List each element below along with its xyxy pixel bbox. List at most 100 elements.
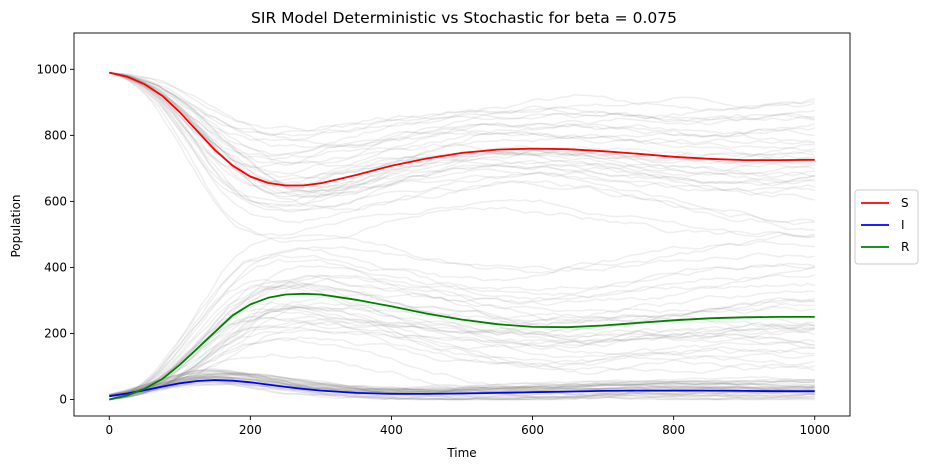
stochastic-run-s: [109, 71, 815, 158]
stochastic-run-i: [109, 383, 815, 401]
x-axis-label: Time: [446, 446, 476, 460]
stochastic-run-i: [109, 379, 815, 401]
stochastic-run-i: [109, 372, 815, 397]
stochastic-run-s: [109, 71, 815, 231]
x-tick-label: 200: [239, 423, 262, 437]
stochastic-run-i: [109, 373, 815, 399]
stochastic-run-i: [109, 375, 815, 397]
stochastic-run-r: [109, 302, 815, 401]
axes-frame: [73, 32, 851, 417]
series-line-i: [109, 379, 815, 398]
stochastic-run-i: [109, 375, 815, 401]
stochastic-run-r: [109, 232, 815, 401]
stochastic-run-i: [109, 372, 815, 397]
stochastic-run-s: [109, 71, 815, 194]
stochastic-run-s: [109, 71, 815, 137]
stochastic-run-i: [109, 380, 815, 400]
stochastic-run-s: [109, 71, 815, 196]
stochastic-run-s: [109, 71, 815, 152]
y-tick-label: 200: [44, 326, 67, 340]
stochastic-run-s: [109, 71, 815, 167]
legend-label-i: I: [901, 218, 905, 232]
stochastic-run-s: [109, 71, 815, 137]
stochastic-run-s: [109, 71, 815, 226]
x-tick-label: 400: [380, 423, 403, 437]
stochastic-run-s: [109, 71, 815, 175]
stochastic-run-r: [109, 328, 815, 401]
stochastic-run-r: [109, 282, 815, 401]
stochastic-run-r: [109, 233, 815, 401]
stochastic-run-s: [109, 71, 815, 142]
stochastic-run-r: [109, 306, 815, 401]
stochastic-run-i: [109, 379, 815, 398]
stochastic-run-r: [109, 284, 815, 401]
x-tick-label: 800: [662, 423, 685, 437]
stochastic-run-r: [109, 240, 815, 401]
stochastic-run-r: [109, 320, 815, 401]
stochastic-run-r: [109, 306, 815, 401]
stochastic-run-r: [109, 353, 815, 401]
stochastic-run-i: [109, 373, 815, 397]
stochastic-run-i: [109, 375, 815, 397]
stochastic-run-r: [109, 281, 815, 401]
stochastic-run-r: [109, 247, 815, 401]
stochastic-run-r: [109, 308, 815, 401]
stochastic-run-s: [109, 71, 815, 207]
stochastic-run-r: [109, 320, 815, 401]
stochastic-run-s: [109, 71, 815, 203]
stochastic-run-s: [109, 71, 815, 238]
stochastic-run-i: [109, 378, 815, 397]
stochastic-run-i: [109, 377, 815, 398]
series-line-r: [109, 292, 815, 401]
stochastic-run-s: [109, 71, 815, 132]
stochastic-run-s: [109, 71, 815, 184]
stochastic-run-s: [109, 71, 815, 189]
stochastic-run-i: [109, 382, 815, 401]
stochastic-run-i: [109, 374, 815, 397]
x-tick-label: 600: [521, 423, 544, 437]
y-tick-label: 400: [44, 260, 67, 274]
stochastic-run-i: [109, 380, 815, 401]
stochastic-run-i: [109, 376, 815, 397]
stochastic-run-s: [109, 71, 815, 156]
stochastic-run-i: [109, 382, 815, 401]
stochastic-run-s: [109, 71, 815, 149]
stochastic-run-i: [109, 368, 815, 396]
legend-box: [854, 189, 919, 265]
stochastic-run-i: [109, 371, 815, 397]
stochastic-run-r: [109, 297, 815, 401]
stochastic-run-s: [109, 71, 815, 187]
stochastic-run-s: [109, 71, 815, 178]
stochastic-run-i: [109, 376, 815, 398]
y-tick-label: 800: [44, 128, 67, 142]
stochastic-run-r: [109, 278, 815, 401]
stochastic-run-i: [109, 381, 815, 401]
stochastic-run-r: [109, 274, 815, 401]
stochastic-run-i: [109, 369, 815, 396]
stochastic-run-s: [109, 71, 815, 243]
stochastic-run-s: [109, 71, 815, 192]
stochastic-run-r: [109, 284, 815, 401]
stochastic-run-s: [109, 71, 815, 188]
stochastic-run-i: [109, 370, 815, 396]
stochastic-run-i: [109, 377, 815, 397]
y-axis-label: Population: [9, 194, 23, 257]
y-tick-label: 1000: [36, 62, 67, 76]
y-tick-label: 0: [59, 392, 67, 406]
stochastic-run-s: [109, 71, 815, 213]
stochastic-run-i: [109, 376, 815, 399]
axes: 0 200 400 600 800 1000 0 200 400 600 800 1000: [36, 32, 851, 437]
stochastic-run-r: [109, 262, 815, 401]
stochastic-run-s: [109, 71, 815, 169]
legend-label-r: R: [901, 240, 909, 254]
stochastic-run-s: [109, 71, 815, 224]
deterministic-series: [109, 71, 815, 401]
stochastic-run-r: [109, 315, 815, 401]
stochastic-run-i: [109, 369, 815, 396]
stochastic-run-s: [109, 71, 815, 208]
stochastic-run-r: [109, 296, 815, 401]
stochastic-run-r: [109, 336, 815, 401]
stochastic-run-r: [109, 283, 815, 401]
stochastic-run-r: [109, 277, 815, 401]
